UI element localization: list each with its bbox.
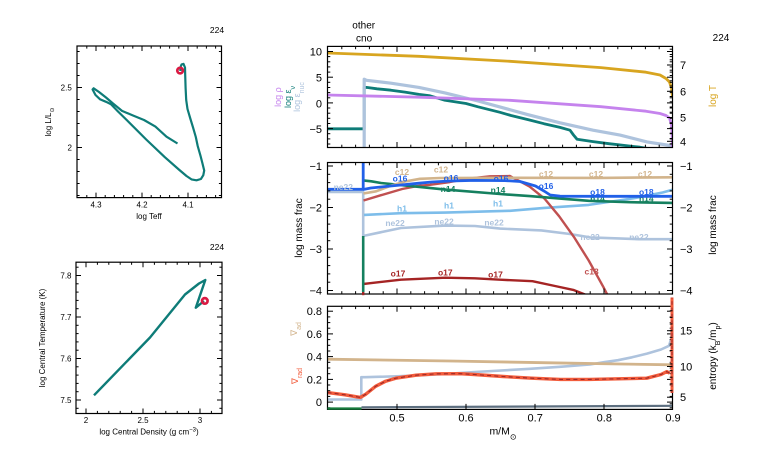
svg-text:c12: c12 [395, 167, 409, 177]
svg-text:log mass frac: log mass frac [294, 198, 305, 257]
svg-text:5: 5 [680, 113, 686, 125]
svg-text:entropy (kB/mp): entropy (kB/mp) [708, 322, 722, 390]
svg-text:6: 6 [680, 86, 686, 98]
svg-text:4: 4 [680, 136, 686, 148]
svg-text:−1: −1 [309, 161, 322, 173]
svg-text:7: 7 [680, 60, 686, 72]
svg-text:o16: o16 [444, 173, 459, 183]
svg-text:−4: −4 [309, 286, 322, 298]
svg-text:n14: n14 [639, 193, 654, 203]
svg-text:log Central Density (g cm−3): log Central Density (g cm−3) [99, 428, 199, 437]
svg-text:0.6: 0.6 [307, 329, 322, 341]
svg-text:n14: n14 [491, 185, 506, 195]
svg-text:0: 0 [316, 397, 322, 409]
svg-text:log T: log T [708, 85, 719, 107]
svg-text:224: 224 [210, 242, 224, 252]
svg-text:c12: c12 [638, 169, 652, 179]
svg-text:c12: c12 [589, 169, 603, 179]
svg-text:7.8: 7.8 [60, 272, 72, 281]
svg-text:c12: c12 [539, 169, 553, 179]
svg-text:ne22: ne22 [484, 217, 504, 227]
svg-text:o17: o17 [488, 270, 503, 280]
svg-text:log mass frac: log mass frac [708, 195, 719, 254]
svg-text:2.5: 2.5 [137, 416, 149, 425]
svg-text:log Teff: log Teff [136, 212, 162, 221]
svg-text:0.8: 0.8 [597, 413, 612, 425]
svg-text:10: 10 [310, 47, 322, 59]
svg-text:224: 224 [210, 25, 224, 35]
svg-text:−1: −1 [680, 161, 693, 173]
svg-text:7.7: 7.7 [60, 313, 72, 322]
svg-text:o16: o16 [393, 174, 408, 184]
svg-text:−2: −2 [309, 203, 322, 215]
svg-text:2: 2 [84, 416, 89, 425]
svg-text:10: 10 [680, 362, 692, 374]
svg-text:log ρ: log ρ [273, 87, 283, 107]
svg-text:0: 0 [316, 98, 322, 110]
svg-text:ne22: ne22 [334, 182, 354, 192]
svg-text:0.9: 0.9 [665, 413, 680, 425]
svg-text:7.5: 7.5 [60, 396, 72, 405]
svg-text:n14: n14 [441, 184, 456, 194]
svg-text:4.2: 4.2 [136, 201, 148, 210]
svg-text:7.6: 7.6 [60, 355, 72, 364]
svg-text:h1: h1 [397, 204, 407, 214]
svg-text:−3: −3 [309, 244, 322, 256]
svg-text:c12: c12 [434, 165, 448, 175]
svg-text:0.8: 0.8 [307, 306, 322, 318]
svg-text:0.4: 0.4 [307, 352, 322, 364]
svg-text:5: 5 [316, 73, 322, 85]
svg-text:3: 3 [198, 416, 203, 425]
svg-text:o17: o17 [438, 268, 453, 278]
svg-text:ne22: ne22 [580, 232, 600, 242]
svg-text:5: 5 [680, 392, 686, 404]
svg-text:other: other [352, 21, 375, 32]
svg-text:2: 2 [68, 144, 73, 153]
svg-text:0.2: 0.2 [307, 374, 322, 386]
svg-text:ne22: ne22 [629, 232, 649, 242]
svg-text:224: 224 [713, 33, 730, 44]
svg-text:−3: −3 [680, 244, 693, 256]
svg-text:−2: −2 [680, 203, 693, 215]
svg-text:o18: o18 [639, 187, 654, 197]
svg-text:h1: h1 [493, 199, 503, 209]
svg-text:o17: o17 [391, 269, 406, 279]
svg-text:log Central Temperature (K): log Central Temperature (K) [38, 288, 47, 387]
svg-text:15: 15 [680, 326, 692, 338]
svg-text:n14: n14 [590, 193, 605, 203]
svg-text:ne22: ne22 [385, 218, 405, 228]
svg-text:cno: cno [356, 34, 373, 45]
svg-text:ne22: ne22 [434, 217, 454, 227]
svg-text:0.6: 0.6 [458, 413, 473, 425]
svg-text:−5: −5 [309, 124, 322, 136]
svg-text:h1: h1 [444, 200, 454, 210]
svg-text:0.7: 0.7 [528, 413, 543, 425]
svg-text:2.5: 2.5 [61, 84, 73, 93]
svg-text:4.3: 4.3 [90, 201, 102, 210]
svg-text:0.5: 0.5 [389, 413, 404, 425]
svg-text:4.1: 4.1 [182, 201, 194, 210]
svg-text:−4: −4 [680, 286, 693, 298]
svg-text:o16: o16 [494, 173, 509, 183]
svg-text:c13: c13 [585, 267, 599, 277]
svg-text:m/M⊙: m/M⊙ [489, 426, 516, 442]
svg-text:o18: o18 [590, 187, 605, 197]
svg-text:o16: o16 [539, 181, 554, 191]
